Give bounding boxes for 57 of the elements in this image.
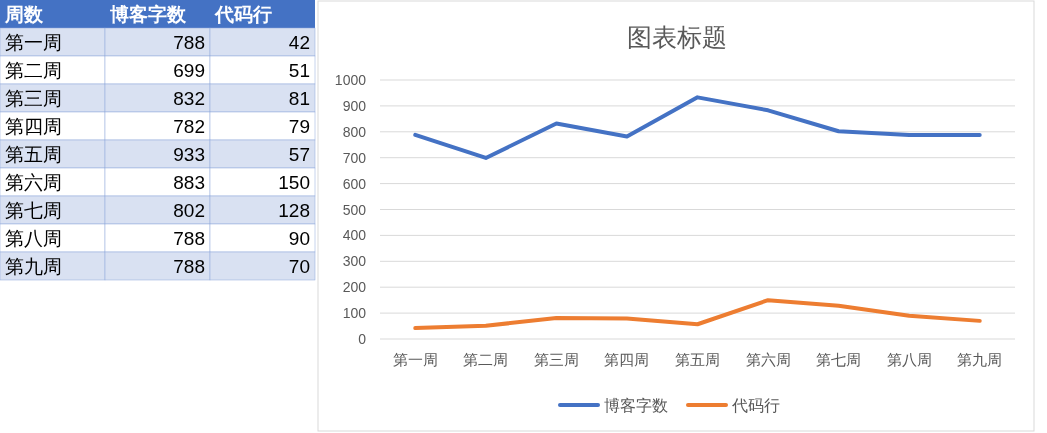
legend-label: 代码行 bbox=[731, 397, 780, 414]
data-label: 933 bbox=[173, 144, 205, 165]
data-label: 788 bbox=[173, 228, 205, 249]
category-label: 第二周 bbox=[5, 60, 62, 81]
data-label: 832 bbox=[173, 88, 205, 109]
data-label: 802 bbox=[173, 200, 205, 221]
x-tick-label: 第五周 bbox=[675, 351, 720, 368]
legend-item: 博客字数 bbox=[558, 397, 668, 414]
y-tick-label: 400 bbox=[342, 227, 367, 244]
legend-label: 博客字数 bbox=[604, 397, 668, 414]
data-label: 128 bbox=[278, 200, 310, 221]
legend-item: 代码行 bbox=[686, 397, 780, 414]
data-label: 883 bbox=[173, 172, 205, 193]
category-label: 第八周 bbox=[5, 228, 62, 249]
data-label: 51 bbox=[288, 60, 310, 81]
y-tick-label: 800 bbox=[342, 123, 367, 140]
category-label: 第五周 bbox=[5, 144, 62, 165]
y-tick-label: 700 bbox=[342, 149, 367, 166]
category-label: 第一周 bbox=[5, 32, 62, 53]
x-tick-label: 第三周 bbox=[533, 351, 579, 368]
chart-title: 图表标题 bbox=[627, 23, 727, 51]
category-label: 第九周 bbox=[5, 256, 62, 277]
data-label: 788 bbox=[173, 256, 205, 277]
y-tick-label: 600 bbox=[342, 175, 367, 192]
data-label: 79 bbox=[288, 116, 310, 137]
y-tick-label: 100 bbox=[342, 305, 367, 322]
data-label: 788 bbox=[173, 32, 205, 53]
data-label: 699 bbox=[173, 60, 205, 81]
category-label: 第四周 bbox=[5, 116, 62, 137]
y-tick-label: 500 bbox=[342, 201, 367, 218]
data-label: 782 bbox=[173, 116, 205, 137]
data-label: 57 bbox=[288, 144, 310, 165]
data-label: 70 bbox=[288, 256, 310, 277]
x-tick-label: 第二周 bbox=[463, 351, 509, 368]
category-label: 第六周 bbox=[5, 172, 62, 193]
data-label: 150 bbox=[278, 172, 310, 193]
line-series bbox=[413, 298, 982, 331]
data-label: 81 bbox=[288, 88, 310, 109]
x-tick-label: 第六周 bbox=[745, 351, 791, 368]
y-tick-label: 200 bbox=[342, 279, 367, 296]
y-tick-label: 900 bbox=[342, 97, 367, 114]
series-label: 代码行 bbox=[214, 4, 272, 25]
category-label: 第七周 bbox=[5, 200, 62, 221]
data-label: 42 bbox=[288, 32, 310, 53]
data-label: 90 bbox=[288, 228, 310, 249]
y-tick-label: 300 bbox=[342, 253, 367, 270]
x-tick-label: 第四周 bbox=[604, 351, 650, 368]
y-tick-label: 0 bbox=[358, 331, 367, 347]
x-tick-label: 第一周 bbox=[392, 351, 438, 368]
text: 周数 bbox=[4, 4, 44, 25]
x-tick-label: 第七周 bbox=[816, 351, 862, 368]
line-series bbox=[413, 95, 982, 160]
x-tick-label: 第九周 bbox=[957, 351, 1003, 368]
category-label: 第三周 bbox=[5, 88, 62, 109]
series-label: 博客字数 bbox=[109, 4, 187, 25]
x-tick-label: 第八周 bbox=[886, 351, 932, 368]
y-tick-label: 1000 bbox=[334, 72, 367, 88]
